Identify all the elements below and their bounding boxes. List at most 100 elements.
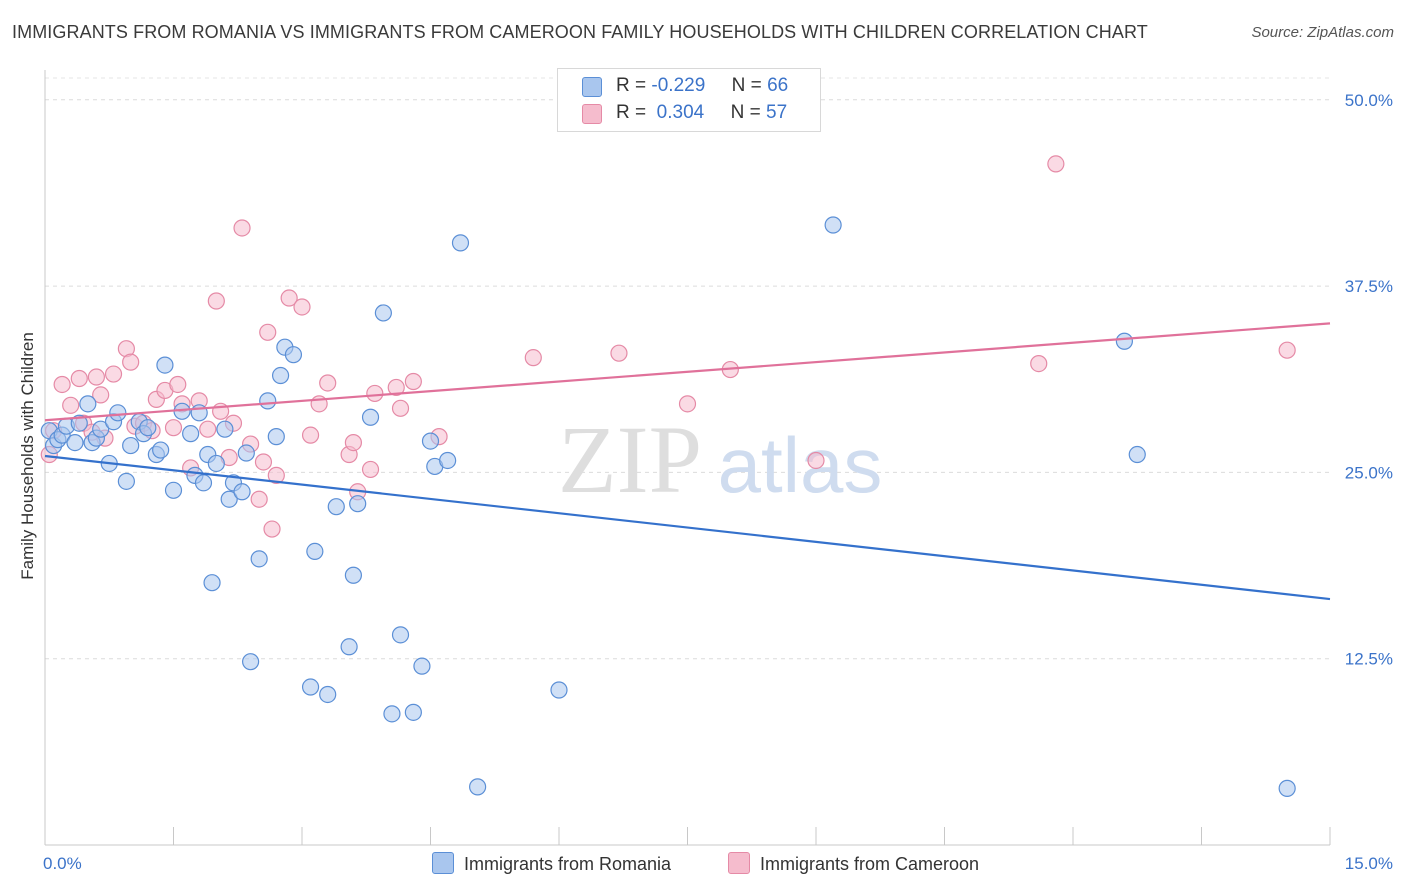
point-romania	[1278, 779, 1296, 797]
trend-lines	[44, 322, 1331, 601]
point-romania	[319, 685, 337, 704]
point-cameroon	[259, 323, 277, 341]
gridlines	[45, 77, 1330, 660]
point-cameroon	[344, 433, 362, 452]
point-romania	[344, 566, 362, 584]
point-romania	[194, 474, 213, 492]
legend-n-value-cameroon: 57	[766, 102, 788, 123]
point-cameroon	[610, 344, 628, 362]
point-romania	[220, 490, 238, 508]
point-romania	[413, 657, 431, 675]
point-romania	[391, 626, 410, 644]
point-romania	[242, 653, 260, 671]
point-romania	[271, 366, 290, 385]
point-cameroon	[92, 386, 110, 404]
point-romania	[216, 420, 234, 438]
point-cameroon	[391, 399, 410, 417]
point-romania	[421, 432, 440, 450]
point-romania	[1128, 445, 1146, 464]
point-cameroon	[250, 490, 268, 508]
point-cameroon	[254, 453, 273, 471]
point-romania	[374, 304, 392, 322]
point-romania	[469, 778, 487, 796]
point-romania	[92, 420, 110, 438]
correlation-legend: R = -0.229 N = 66 R = 0.304 N = 57	[557, 68, 821, 132]
point-cameroon	[199, 420, 217, 438]
tick-labels: 12.5% 25.0% 37.5% 50.0% 0.0% 15.0%	[43, 91, 1393, 873]
bottom-legend-romania: Immigrants from Romania	[432, 852, 671, 875]
legend-n-label: N =	[730, 102, 761, 123]
point-romania	[1115, 332, 1134, 350]
bottom-legend-label-romania: Immigrants from Romania	[464, 854, 672, 874]
point-cameroon	[361, 460, 380, 479]
point-romania	[233, 483, 251, 501]
point-cameroon	[87, 368, 106, 386]
legend-swatch-cameroon	[582, 104, 602, 124]
point-cameroon	[404, 372, 422, 391]
point-romania	[139, 419, 157, 437]
y-tick-label: 12.5%	[1345, 650, 1393, 669]
point-romania	[824, 216, 842, 234]
watermark-zip: ZIP	[558, 406, 702, 513]
legend-r-value-romania: -0.229	[651, 75, 706, 96]
point-romania	[109, 404, 127, 422]
point-romania	[404, 703, 422, 721]
point-romania	[117, 472, 135, 490]
trend-line-cameroon	[44, 322, 1331, 422]
point-cameroon	[1047, 155, 1065, 173]
legend-r-value-cameroon: 0.304	[656, 102, 705, 123]
point-romania	[340, 638, 358, 656]
x-tick-label-max: 15.0%	[1345, 854, 1393, 873]
point-cameroon	[169, 375, 187, 394]
legend-r-label: R =	[616, 102, 647, 123]
point-romania	[284, 346, 303, 364]
point-cameroon	[263, 520, 281, 538]
point-romania	[122, 436, 140, 455]
point-romania	[383, 705, 401, 723]
point-romania	[361, 408, 380, 426]
bottom-legend-cameroon: Immigrants from Cameroon	[728, 852, 979, 875]
series-romania-points	[40, 216, 1296, 797]
legend-r-label: R =	[616, 75, 647, 96]
point-romania	[439, 451, 457, 470]
point-cameroon	[524, 349, 542, 367]
point-cameroon	[293, 298, 311, 316]
point-romania	[306, 542, 324, 560]
point-romania	[70, 414, 88, 432]
x-tick-label-min: 0.0%	[43, 854, 82, 873]
point-romania	[301, 678, 320, 696]
point-cameroon	[164, 419, 183, 437]
point-romania	[156, 356, 174, 374]
trend-line-romania	[44, 454, 1331, 601]
point-romania	[237, 444, 255, 462]
y-axis-label: Family Households with Children	[18, 332, 37, 580]
point-cameroon	[207, 292, 225, 310]
point-romania	[250, 550, 268, 568]
bottom-legend-swatch-romania	[432, 852, 454, 874]
point-cameroon	[53, 375, 71, 394]
point-romania	[164, 481, 183, 499]
watermark: ZIP atlas	[558, 406, 882, 513]
bottom-legend-label-cameroon: Immigrants from Cameroon	[760, 854, 980, 874]
point-cameroon	[104, 365, 123, 383]
point-cameroon	[1278, 341, 1296, 359]
point-cameroon	[366, 384, 384, 403]
point-romania	[66, 433, 84, 452]
point-romania	[327, 498, 345, 516]
point-cameroon	[387, 378, 405, 397]
chart-source: Source: ZipAtlas.com	[1251, 24, 1394, 41]
point-cameroon	[62, 396, 80, 414]
point-cameroon	[319, 374, 337, 392]
point-cameroon	[301, 426, 320, 444]
point-romania	[259, 392, 277, 410]
point-cameroon	[807, 451, 825, 470]
point-romania	[550, 681, 568, 699]
point-cameroon	[122, 353, 140, 371]
point-romania	[349, 495, 367, 513]
point-romania	[207, 454, 225, 473]
point-cameroon	[678, 395, 697, 413]
y-tick-label: 25.0%	[1345, 463, 1393, 482]
legend-n-value-romania: 66	[767, 75, 789, 96]
point-romania	[451, 234, 470, 252]
watermark-atlas: atlas	[718, 421, 883, 509]
